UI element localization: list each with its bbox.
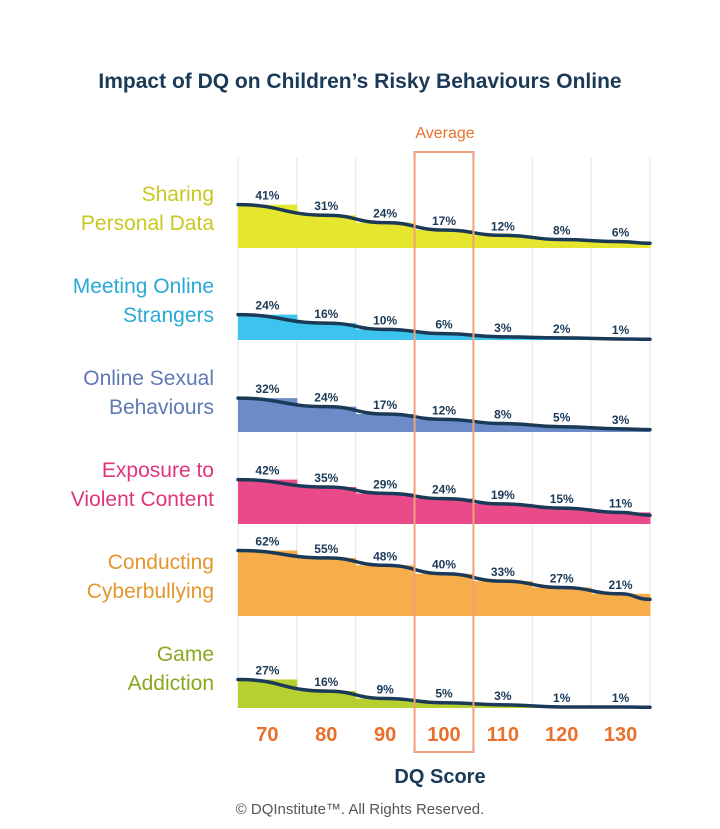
data-label: 6% (612, 226, 630, 240)
bar (473, 423, 533, 432)
data-label: 15% (550, 492, 574, 506)
data-label: 12% (432, 403, 456, 417)
copyright-notice: © DQInstitute™. All Rights Reserved. (235, 801, 485, 818)
data-label: 5% (553, 411, 571, 425)
category-label: Exposure to Violent Content (70, 459, 214, 511)
data-label: 1% (612, 691, 630, 705)
bar (296, 406, 357, 432)
data-label: 8% (494, 408, 512, 422)
bar (355, 698, 416, 708)
trend-line (236, 677, 652, 709)
data-label: 17% (432, 214, 456, 228)
data-label: 19% (491, 488, 515, 502)
bar (414, 498, 474, 524)
x-tick-label: 100 (427, 724, 461, 746)
bar (591, 512, 651, 524)
data-label: 41% (255, 189, 279, 203)
x-tick-label: 120 (545, 724, 579, 746)
bar (414, 333, 474, 340)
data-label: 62% (255, 534, 279, 548)
data-label: 48% (373, 549, 397, 563)
bar (532, 587, 592, 616)
trend-line (236, 396, 652, 432)
data-label: 55% (314, 542, 338, 556)
bar (296, 215, 357, 248)
trend-line (236, 312, 652, 341)
bar (532, 426, 592, 432)
category-label: Sharing Personal Data (80, 183, 214, 235)
data-label: 2% (553, 322, 571, 336)
data-label: 8% (553, 224, 571, 238)
data-label: 5% (435, 687, 453, 701)
average-label: Average (415, 125, 475, 142)
trend-line (236, 202, 652, 245)
data-label: 27% (550, 571, 574, 585)
bar (414, 419, 474, 432)
data-label: 42% (255, 464, 279, 478)
bar (355, 222, 416, 248)
bar (414, 230, 474, 248)
x-tick-label: 90 (374, 724, 397, 746)
data-label: 3% (494, 689, 512, 703)
bar (296, 691, 357, 708)
bar (473, 581, 533, 616)
category-label: Online Sexual Behaviours (83, 367, 214, 419)
bar (414, 573, 474, 616)
bar (532, 239, 592, 248)
data-label: 27% (255, 663, 279, 677)
data-label: 35% (314, 471, 338, 485)
bar (355, 565, 416, 616)
data-label: 10% (373, 313, 397, 327)
data-label: 29% (373, 477, 397, 491)
data-label: 3% (612, 413, 630, 427)
data-label: 40% (432, 558, 456, 572)
data-label: 12% (491, 219, 515, 233)
x-tick-label: 110 (486, 724, 519, 746)
data-label: 6% (435, 318, 453, 332)
bar (355, 329, 416, 340)
data-label: 1% (612, 323, 630, 337)
chart-title: Impact of DQ on Children’s Risky Behavio… (98, 70, 622, 93)
trend-line (236, 548, 652, 602)
bar (355, 493, 416, 524)
data-label: 32% (255, 382, 279, 396)
average-highlight (413, 151, 475, 753)
bar (591, 593, 651, 616)
data-label: 3% (494, 321, 512, 335)
data-label: 24% (314, 391, 338, 405)
x-axis-title: DQ Score (394, 766, 486, 788)
category-label: Conducting Cyberbullying (86, 551, 214, 603)
bar (473, 235, 533, 248)
x-tick-label: 70 (256, 724, 279, 746)
bar (296, 487, 357, 524)
bar (473, 503, 533, 524)
x-tick-label: 80 (315, 724, 338, 746)
bar (296, 557, 357, 616)
bar (591, 241, 651, 248)
category-label: Game Addiction (127, 643, 214, 695)
bar (296, 323, 357, 340)
category-label: Meeting Online Strangers (72, 275, 214, 327)
data-label: 24% (432, 483, 456, 497)
x-tick-label: 130 (603, 724, 638, 746)
data-label: 17% (373, 398, 397, 412)
data-label: 1% (553, 691, 571, 705)
data-label: 11% (609, 496, 633, 510)
bar (414, 702, 474, 708)
data-label: 24% (255, 299, 279, 313)
bar (238, 479, 298, 524)
data-label: 16% (314, 307, 338, 321)
data-label: 21% (609, 578, 633, 592)
bar (238, 679, 298, 708)
bar (238, 550, 298, 616)
data-label: 31% (314, 199, 338, 213)
bar (532, 508, 592, 524)
trend-line (236, 477, 652, 518)
data-label: 9% (376, 682, 394, 696)
bar (355, 414, 416, 432)
data-label: 33% (491, 565, 515, 579)
data-label: 16% (314, 675, 338, 689)
data-label: 24% (373, 207, 397, 221)
